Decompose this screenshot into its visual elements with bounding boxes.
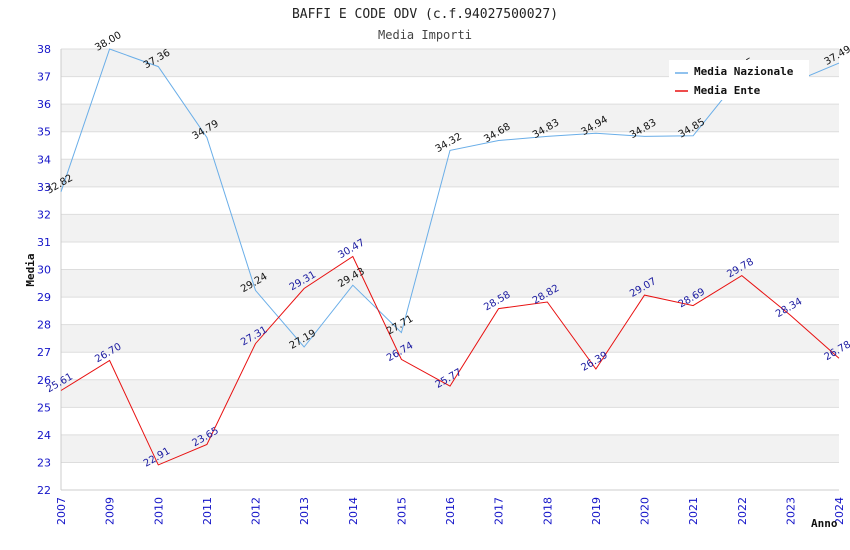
y-tick-label: 29 [37, 291, 51, 304]
y-tick-label: 34 [37, 153, 51, 166]
band-25 [61, 379, 839, 408]
x-tick-label: 2018 [541, 497, 554, 525]
y-tick-label: 38 [37, 43, 51, 56]
series-lines [60, 48, 840, 466]
background-bands [61, 49, 839, 463]
x-tick-label: 2014 [347, 497, 360, 525]
x-tick-label: 2007 [55, 497, 68, 525]
y-tick-label: 25 [37, 401, 51, 414]
x-tick-labels: 2007 2009 2010 2011 2012 2013 2014 2015 2016 2017… [55, 497, 846, 525]
x-tick-label: 2021 [687, 497, 700, 525]
legend-box [669, 60, 809, 100]
x-tick-label: 2013 [298, 497, 311, 525]
x-tick-label: 2011 [201, 497, 214, 525]
data-label-0: 32.82 [45, 173, 75, 197]
x-tick-label: 2023 [784, 497, 797, 525]
legend-label-nazionale: Media Nazionale [694, 65, 794, 78]
x-tick-label: 2022 [736, 497, 749, 525]
y-tick-label: 27 [37, 346, 51, 359]
legend: Media Nazionale Media Ente [669, 60, 809, 100]
legend-label-ente: Media Ente [694, 84, 761, 97]
y-tick-label: 30 [37, 264, 51, 277]
band-23 [61, 434, 839, 463]
y-tick-label: 37 [37, 71, 51, 84]
y-tick-label: 24 [37, 429, 51, 442]
x-tick-label: 2010 [152, 497, 165, 525]
y-tick-label: 26 [37, 374, 51, 387]
y-tick-label: 36 [37, 98, 51, 111]
band-35 [61, 104, 839, 132]
data-label-1: 28.34 [774, 296, 804, 320]
x-tick-label: 2017 [493, 497, 506, 525]
y-tick-label: 31 [37, 236, 51, 249]
x-tick-label: 2012 [250, 497, 263, 525]
y-tick-labels: 22 23 24 25 26 27 28 29 30 31 32 33 34 35 36 37 38 [37, 43, 51, 497]
x-tick-label: 2016 [444, 497, 457, 525]
x-tick-label: 2015 [395, 497, 408, 525]
y-tick-label: 33 [37, 181, 51, 194]
x-tick-label: 2020 [639, 497, 652, 525]
band-29 [61, 269, 839, 298]
y-tick-label: 22 [37, 484, 51, 497]
chart-title: BAFFI E CODE ODV (c.f.94027500027) [292, 7, 558, 22]
series-line-1 [60, 255, 840, 466]
band-33 [61, 159, 839, 187]
x-axis-label: Anno [811, 517, 838, 530]
band-31 [61, 214, 839, 242]
x-tick-label: 2019 [590, 497, 603, 525]
y-tick-label: 23 [37, 456, 51, 469]
x-tick-label: 2009 [104, 497, 117, 525]
data-label-0: 34.32 [434, 131, 464, 155]
x-tick-label: 2024 [833, 497, 846, 525]
band-27 [61, 324, 839, 353]
chart-subtitle: Media Importi [378, 28, 472, 42]
y-tick-label: 32 [37, 208, 51, 221]
y-tick-label: 35 [37, 126, 51, 139]
y-axis-label: Media [24, 253, 37, 286]
series-line-0 [60, 48, 840, 348]
y-tick-label: 28 [37, 319, 51, 332]
